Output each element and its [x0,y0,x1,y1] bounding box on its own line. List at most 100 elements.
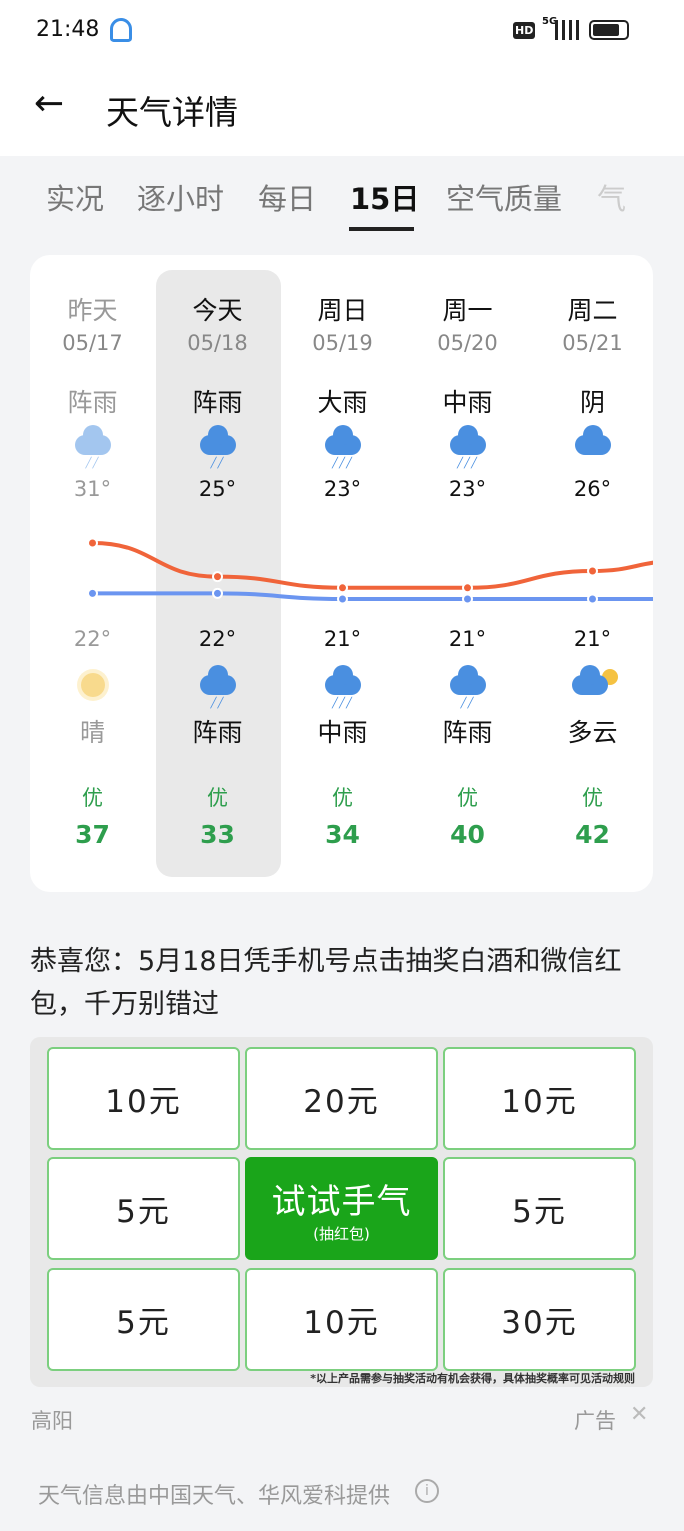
app-notification-icon [110,18,132,42]
weekday: 周二 [567,296,618,325]
try-luck-button[interactable]: 试试手气 (抽红包) [245,1157,438,1260]
page-title: 天气详情 [106,93,238,132]
shower-icon: ╱╱ [30,425,155,469]
tab-hourly[interactable]: 逐小时 [137,182,225,216]
prize-cell[interactable]: 30元 [443,1268,636,1371]
prize-cell[interactable]: 10元 [443,1047,636,1150]
prize-cell[interactable]: 5元 [443,1157,636,1260]
ad-lottery-grid[interactable]: *以上产品需参与抽奖活动有机会获得，具体抽奖概率可见活动规则 10元 20元 10元… [30,1037,653,1387]
weekday: 周一 [442,296,493,325]
day-condition: 中雨 [442,388,493,417]
tab-live[interactable]: 实况 [46,182,105,216]
close-ad-icon[interactable]: ✕ [630,1402,649,1427]
partly-cloudy-icon [530,665,653,705]
high-temp: 23° [448,477,487,501]
aqi-label: 优 [82,786,103,810]
low-temp: 21° [323,627,362,651]
shower-icon: ╱╱ [405,665,530,709]
overcast-icon [530,425,653,465]
prize-cell[interactable]: 10元 [245,1268,438,1371]
forecast-card: 昨天 05/17 阵雨 ╱╱ 31° 22° 晴 优 37 今天 05/18 阵雨… [30,255,653,892]
battery-icon [589,20,629,40]
network-label: 5G [542,16,558,27]
day-condition: 阴 [579,388,605,417]
back-arrow-icon[interactable]: ← [34,83,65,124]
active-tab-indicator [349,227,414,231]
prize-cell[interactable]: 5元 [47,1157,240,1260]
ad-label: 广告 [574,1409,616,1433]
prize-cell[interactable]: 20元 [245,1047,438,1150]
low-temp-point [462,593,473,605]
temperature-chart [87,537,653,605]
date: 05/17 [62,331,123,355]
night-condition: 阵雨 [192,718,243,747]
moderate-rain-icon: ╱╱╱ [405,425,530,469]
tab-more[interactable]: 气 [597,182,627,216]
aqi-label: 优 [332,786,353,810]
night-condition: 阵雨 [442,718,493,747]
low-temp-point [87,587,98,599]
header: ← 天气详情 [0,62,684,156]
aqi-label: 优 [207,786,228,810]
date: 05/18 [187,331,248,355]
heavy-rain-icon: ╱╱╱ [280,425,405,469]
low-temp-point [587,593,598,605]
low-temp: 21° [573,627,612,651]
prize-cell[interactable]: 5元 [47,1268,240,1371]
aqi-value: 37 [75,820,110,849]
info-icon[interactable]: i [415,1479,439,1503]
date: 05/20 [437,331,498,355]
signal-icon [555,20,579,40]
weekday: 昨天 [67,296,118,325]
ad-disclaimer: *以上产品需参与抽奖活动有机会获得，具体抽奖概率可见活动规则 [310,1372,635,1385]
low-temp-point [212,587,223,599]
high-temp-point [337,582,348,594]
low-temp-line [92,591,653,601]
tab-air-quality[interactable]: 空气质量 [446,182,563,216]
shower-icon: ╱╱ [155,665,280,709]
aqi-label: 优 [457,786,478,810]
night-condition: 中雨 [317,718,368,747]
weekday: 今天 [192,296,243,325]
hd-icon: HD [513,22,536,39]
day-condition: 大雨 [317,388,368,417]
shower-icon: ╱╱ [155,425,280,469]
try-luck-title: 试试手气 [271,1181,412,1222]
status-bar: 21:48 HD 5G [0,0,684,62]
aqi-value: 40 [450,820,485,849]
date: 05/21 [562,331,623,355]
tab-15day[interactable]: 15日 [350,182,420,216]
day-condition: 阵雨 [67,388,118,417]
high-temp: 26° [573,477,612,501]
high-temp-line [92,541,653,590]
high-temp-point [87,537,98,549]
night-condition: 晴 [79,718,105,747]
sun-icon [30,665,155,705]
clock: 21:48 [36,17,100,42]
aqi-label: 优 [582,786,603,810]
low-temp-point [337,593,348,605]
low-temp: 22° [198,627,237,651]
low-temp: 21° [448,627,487,651]
day-condition: 阵雨 [192,388,243,417]
tab-daily[interactable]: 每日 [258,182,317,216]
high-temp-point [212,571,223,583]
high-temp: 23° [323,477,362,501]
data-source-text: 天气信息由中国天气、华风爱科提供 [38,1484,391,1509]
weekday: 周日 [317,296,368,325]
high-temp-point [462,582,473,594]
ad-source: 高阳 [31,1409,73,1433]
high-temp: 31° [73,477,112,501]
moderate-rain-icon: ╱╱╱ [280,665,405,709]
ad-text[interactable]: 恭喜您：5月18日凭手机号点击抽奖白酒和微信红包，千万别错过 [30,946,622,1020]
aqi-value: 33 [200,820,235,849]
night-condition: 多云 [567,718,618,747]
prize-cell[interactable]: 10元 [47,1047,240,1150]
try-luck-sub: (抽红包) [313,1224,370,1243]
date: 05/19 [312,331,373,355]
aqi-value: 42 [575,820,610,849]
high-temp-point [587,565,598,577]
high-temp: 25° [198,477,237,501]
aqi-value: 34 [325,820,360,849]
low-temp: 22° [73,627,112,651]
